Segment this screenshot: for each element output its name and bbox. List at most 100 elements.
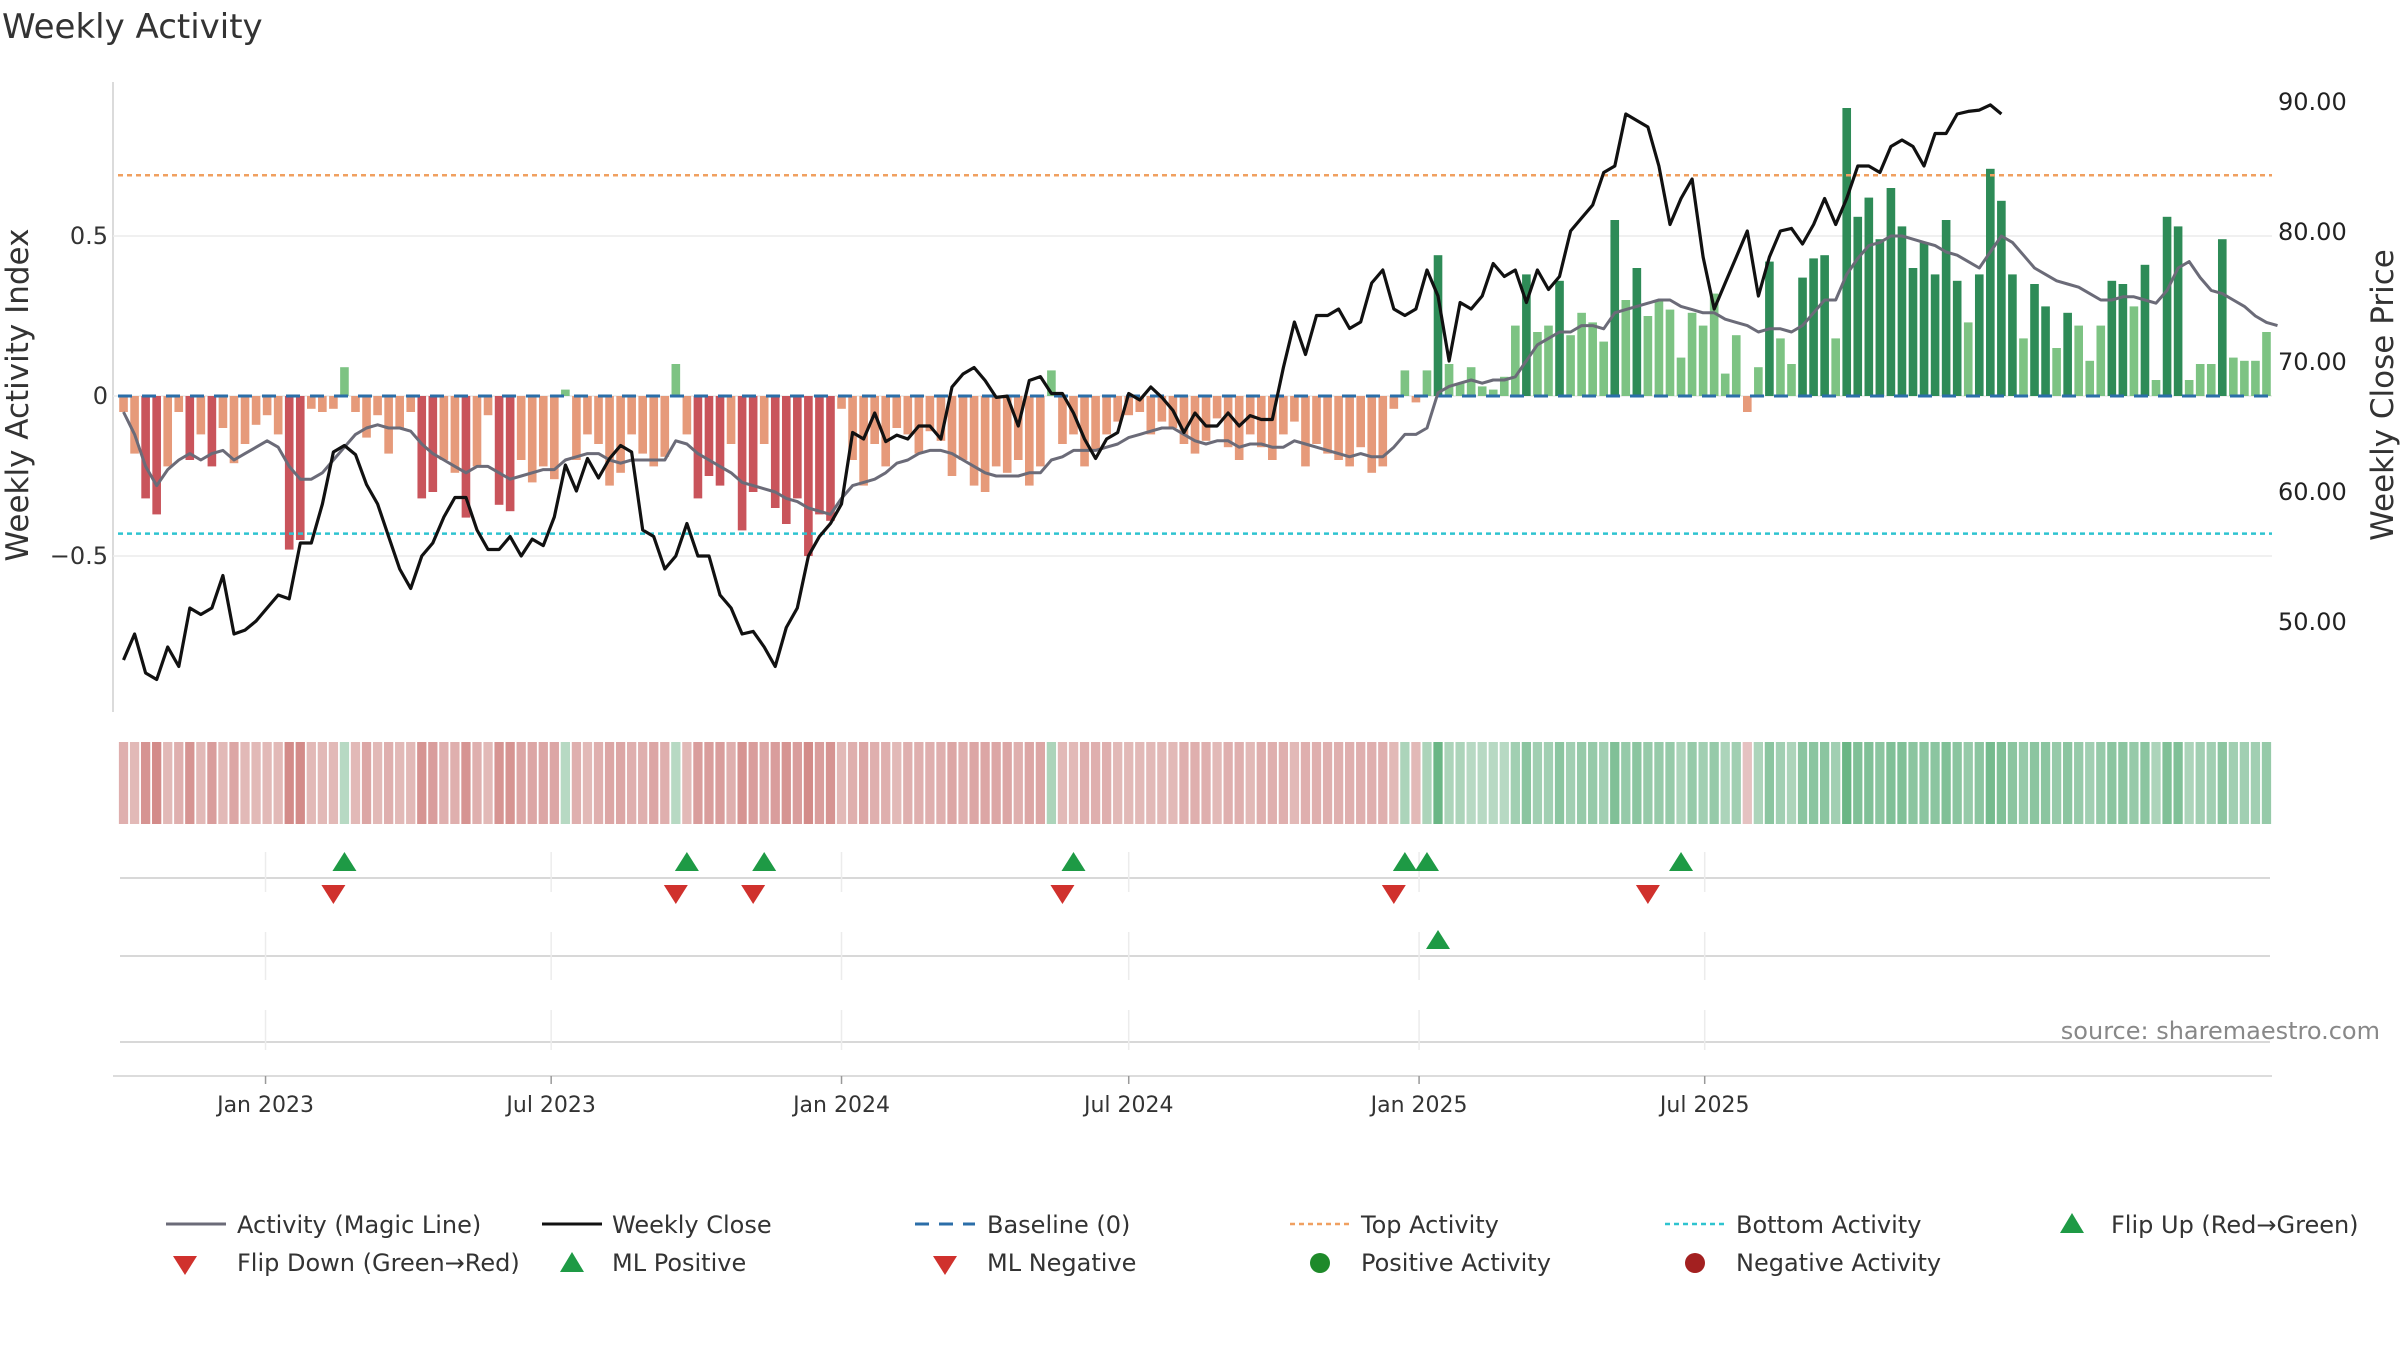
activity-bar bbox=[2195, 364, 2205, 396]
activity-bar bbox=[2217, 239, 2227, 396]
heat-cell bbox=[372, 742, 383, 824]
activity-bar bbox=[1356, 396, 1366, 448]
heat-cell bbox=[1068, 742, 1079, 824]
heat-cell bbox=[2029, 742, 2040, 824]
flip-up-marker bbox=[1414, 852, 1439, 871]
activity-bar bbox=[1588, 322, 1597, 396]
heat-cell bbox=[1356, 742, 1366, 824]
svg-text:ML Negative: ML Negative bbox=[987, 1249, 1136, 1277]
activity-bar bbox=[1952, 280, 1962, 396]
activity-bar bbox=[1102, 396, 1111, 435]
activity-bar bbox=[1599, 341, 1609, 396]
heat-cell bbox=[2063, 742, 2073, 824]
activity-bar bbox=[770, 396, 780, 508]
heat-cell bbox=[1057, 742, 1068, 824]
heat-cell bbox=[1024, 742, 1034, 824]
activity-bar bbox=[1013, 396, 1023, 460]
heat-cell bbox=[958, 742, 968, 824]
activity-bar bbox=[1798, 277, 1807, 396]
heat-cell bbox=[1599, 742, 1609, 824]
activity-bar bbox=[1698, 325, 1708, 396]
y-tick-right-label: 50.00 bbox=[2278, 608, 2347, 636]
y-tick-right-label: 80.00 bbox=[2278, 218, 2347, 246]
activity-bar bbox=[1488, 389, 1498, 396]
heat-cell bbox=[2140, 742, 2150, 824]
activity-bar bbox=[538, 396, 548, 467]
heat-cell bbox=[1289, 742, 1300, 824]
heat-cell bbox=[2184, 742, 2194, 824]
heat-cell bbox=[825, 742, 836, 824]
activity-bar bbox=[2085, 360, 2095, 396]
activity-bar bbox=[715, 396, 725, 486]
activity-bar bbox=[991, 396, 1001, 467]
heat-cell bbox=[582, 742, 593, 824]
heat-cell bbox=[1886, 742, 1896, 824]
activity-bar bbox=[1621, 300, 1631, 396]
heat-cell bbox=[914, 742, 924, 824]
heat-cell bbox=[1234, 742, 1244, 824]
activity-bar bbox=[1853, 216, 1863, 396]
heat-cell bbox=[1190, 742, 1200, 824]
heat-cell bbox=[1311, 742, 1322, 824]
legend-item-bottom-activity: Bottom Activity bbox=[1665, 1211, 1921, 1239]
heat-cell bbox=[1908, 742, 1918, 824]
activity-bar bbox=[1279, 396, 1288, 435]
heat-cell bbox=[1875, 742, 1885, 824]
y-tick-left-label: 0.5 bbox=[70, 222, 108, 250]
activity-bar bbox=[1135, 396, 1145, 412]
activity-bar bbox=[318, 396, 327, 412]
heat-cell bbox=[1996, 742, 2007, 824]
activity-bar bbox=[848, 396, 857, 460]
heat-cell bbox=[1930, 742, 1940, 824]
heat-cell bbox=[1256, 742, 1266, 824]
activity-bar bbox=[759, 396, 769, 444]
activity-bar bbox=[638, 396, 648, 454]
legend-item-flip-up: Flip Up (Red→Green) bbox=[2060, 1211, 2359, 1239]
activity-bar bbox=[1444, 364, 1454, 396]
activity-bar bbox=[704, 396, 714, 476]
activity-bar bbox=[1654, 300, 1664, 396]
flip-up-marker bbox=[1669, 852, 1694, 871]
heat-cell bbox=[2074, 742, 2084, 824]
heat-cell bbox=[925, 742, 935, 824]
heat-cell bbox=[737, 742, 747, 824]
activity-bar bbox=[351, 396, 360, 412]
heat-cell bbox=[748, 742, 758, 824]
legend-item-flip-down: Flip Down (Green→Red) bbox=[173, 1249, 520, 1277]
activity-bar bbox=[826, 396, 835, 521]
activity-bar bbox=[1422, 370, 1432, 396]
activity-bar bbox=[395, 396, 404, 428]
heat-cell bbox=[1400, 742, 1410, 824]
activity-bar bbox=[892, 396, 902, 428]
activity-bar bbox=[1179, 396, 1189, 444]
legend-item-magic-line: Activity (Magic Line) bbox=[166, 1211, 481, 1239]
activity-bar bbox=[1919, 242, 1929, 396]
activity-bar bbox=[428, 396, 438, 492]
activity-bar bbox=[1886, 188, 1896, 396]
heat-cell bbox=[1742, 742, 1752, 824]
activity-bar bbox=[1389, 396, 1399, 409]
heat-cell bbox=[1543, 742, 1554, 824]
activity-bar bbox=[306, 396, 316, 409]
heat-cell bbox=[2151, 742, 2161, 824]
heat-cell bbox=[251, 742, 261, 824]
activity-bar bbox=[450, 396, 460, 473]
activity-bar bbox=[229, 396, 239, 464]
heat-cell bbox=[792, 742, 802, 824]
heat-cell bbox=[417, 742, 427, 824]
activity-bar bbox=[527, 396, 537, 483]
heat-cell bbox=[1797, 742, 1808, 824]
heat-cell bbox=[1819, 742, 1830, 824]
activity-bar bbox=[2262, 332, 2271, 396]
ml-positive-marker bbox=[1426, 930, 1451, 949]
heat-cell bbox=[1411, 742, 1421, 824]
heat-cell bbox=[163, 742, 173, 824]
activity-bar bbox=[1809, 258, 1818, 396]
heat-cell bbox=[1897, 742, 1907, 824]
heat-cell bbox=[350, 742, 361, 824]
activity-bar bbox=[1908, 268, 1918, 396]
activity-bar bbox=[958, 396, 968, 460]
activity-bar bbox=[1941, 220, 1951, 396]
activity-bar bbox=[936, 396, 946, 441]
activity-bar bbox=[1334, 396, 1343, 460]
